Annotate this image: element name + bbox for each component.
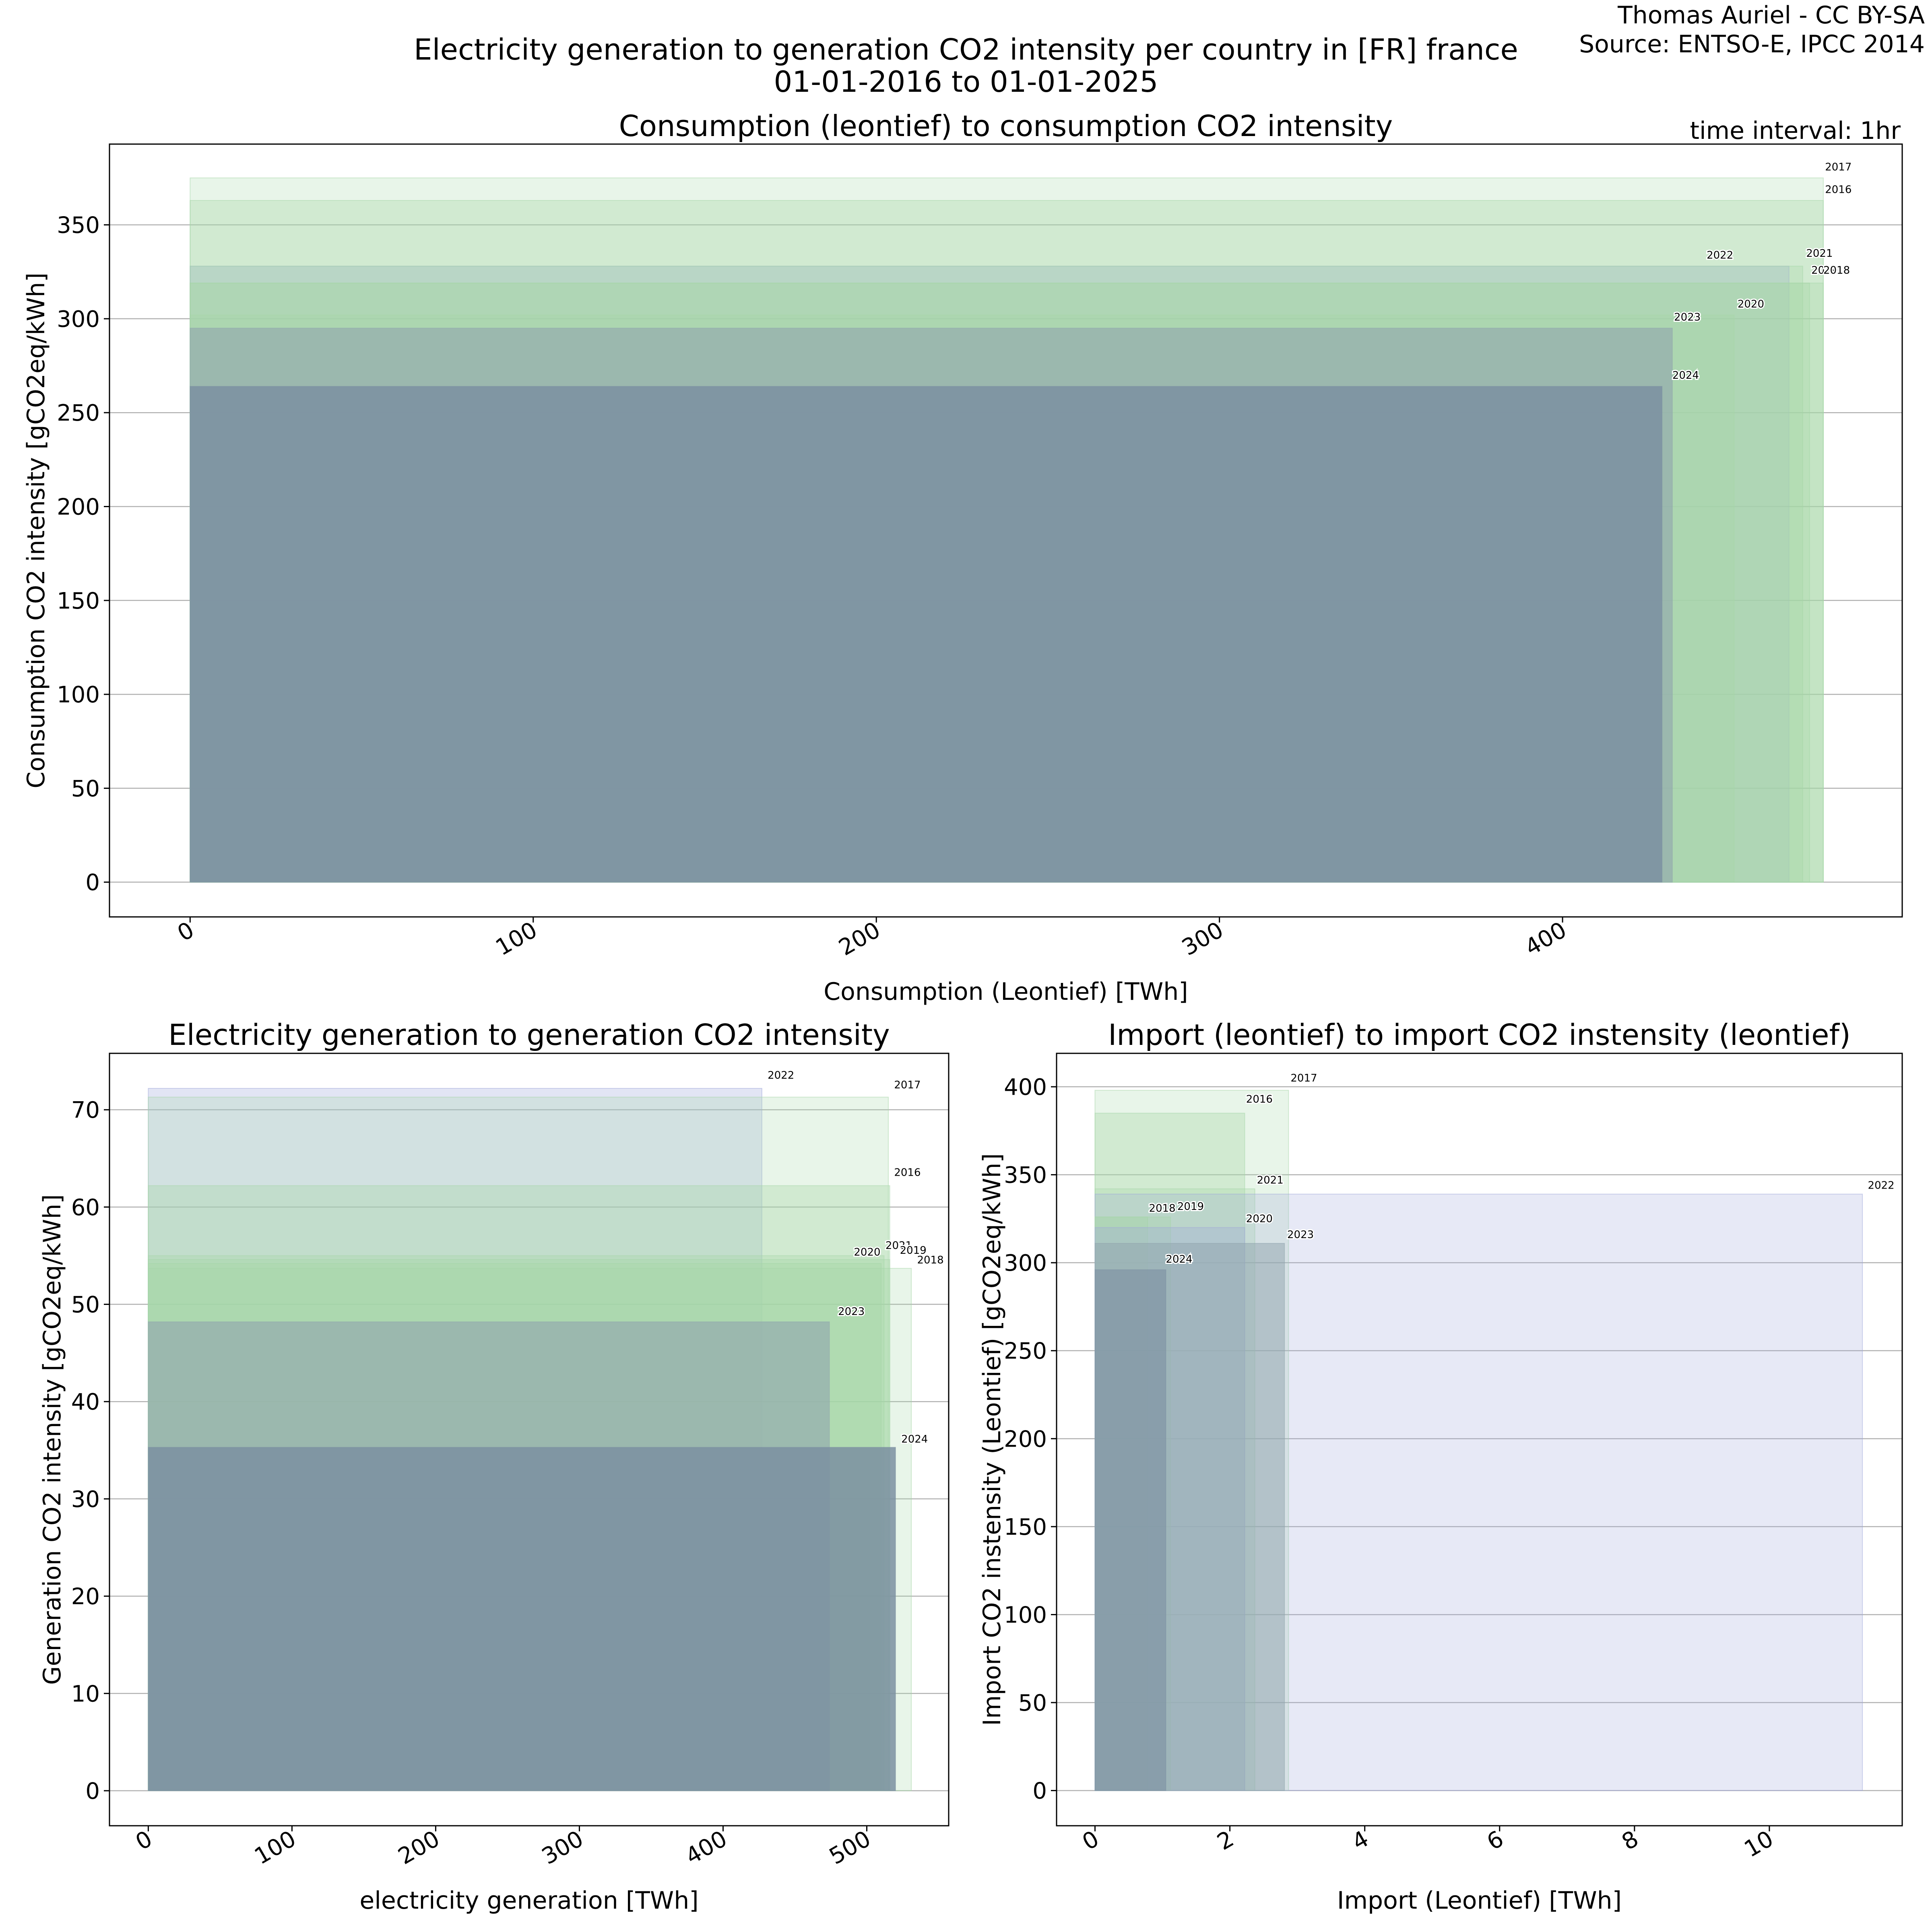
import-ylabel: Import CO2 instensity (Leontief) [gCO2eq… <box>978 1153 1006 1726</box>
figure-title: Electricity generation to generation CO2… <box>414 33 1518 66</box>
consumption-bar-label-2019: 2019 <box>1811 264 1838 277</box>
consumption-xtick-label: 100 <box>491 917 542 961</box>
import-bar-label-2024: 2024 <box>1166 1253 1192 1265</box>
consumption-xtick-label: 300 <box>1178 917 1228 961</box>
consumption-ytick-label: 50 <box>71 776 100 802</box>
import-bar-label-2022: 2022 <box>1868 1180 1895 1192</box>
generation-ytick-label: 0 <box>85 1778 100 1804</box>
import-bar-label-2023: 2023 <box>1287 1229 1314 1241</box>
import-ytick-label: 400 <box>1004 1074 1047 1100</box>
import-ytick-label: 150 <box>1004 1514 1047 1540</box>
consumption-xtick-label: 400 <box>1521 917 1571 961</box>
consumption-bar-label-2024: 2024 <box>1672 369 1699 382</box>
import-xtick-label: 6 <box>1482 1826 1508 1856</box>
import-xtick-label: 4 <box>1348 1826 1373 1856</box>
generation-bar-label-2016: 2016 <box>894 1167 921 1179</box>
consumption-bar-label-2020: 2020 <box>1738 298 1764 310</box>
consumption-xtick-label: 0 <box>173 917 198 947</box>
consumption-xtick-label: 200 <box>834 917 885 961</box>
generation-xtick-label: 200 <box>394 1826 444 1870</box>
consumption-bar-label-2017: 2017 <box>1825 161 1852 173</box>
generation-bar-label-2024: 2024 <box>901 1433 928 1445</box>
consumption-ytick-label: 250 <box>57 400 100 426</box>
generation-bar-label-2022: 2022 <box>768 1069 794 1082</box>
import-bar-label-2018: 2018 <box>1149 1202 1176 1214</box>
consumption-ytick-label: 300 <box>57 306 100 332</box>
figure-date-range: 01-01-2016 to 01-01-2025 <box>774 65 1158 99</box>
import-xtick-label: 0 <box>1078 1826 1103 1856</box>
generation-ytick-label: 10 <box>71 1681 100 1707</box>
generation-ytick-label: 40 <box>71 1389 100 1415</box>
import-axes-frame <box>1056 1053 1903 1827</box>
consumption-ytick-label: 350 <box>57 213 100 239</box>
consumption-ylabel: Consumption CO2 intensity [gCO2eq/kWh] <box>22 272 50 788</box>
consumption-ytick-label: 150 <box>57 588 100 614</box>
time-interval-label: time interval: 1hr <box>1690 117 1901 145</box>
generation-bar-label-2021: 2021 <box>886 1240 912 1252</box>
consumption-xlabel: Consumption (Leontief) [TWh] <box>824 978 1188 1006</box>
consumption-bar-label-2018: 2018 <box>1823 264 1850 277</box>
import-bar-label-2020: 2020 <box>1246 1213 1273 1225</box>
generation-bar-label-2017: 2017 <box>894 1079 921 1091</box>
consumption-bar-label-2023: 2023 <box>1674 312 1701 324</box>
generation-title: Electricity generation to generation CO2… <box>168 1018 890 1052</box>
import-bar-2024 <box>1094 1269 1166 1791</box>
generation-ytick-label: 30 <box>71 1486 100 1513</box>
import-bar-label-2021: 2021 <box>1257 1174 1284 1186</box>
figure-author: Thomas Auriel - CC BY-SA <box>1617 1 1925 29</box>
generation-bar-label-2019: 2019 <box>900 1245 927 1257</box>
generation-xlabel: electricity generation [TWh] <box>359 1887 698 1915</box>
import-bar-label-2019: 2019 <box>1177 1201 1204 1213</box>
import-ytick-label: 0 <box>1032 1778 1047 1804</box>
generation-xtick-label: 300 <box>537 1826 588 1870</box>
consumption-ytick-label: 200 <box>57 494 100 520</box>
generation-ytick-label: 60 <box>71 1195 100 1221</box>
generation-axes-frame <box>109 1053 949 1827</box>
import-bar-label-2017: 2017 <box>1290 1072 1317 1084</box>
import-xtick-label: 2 <box>1213 1826 1238 1856</box>
import-ytick-label: 350 <box>1004 1162 1047 1189</box>
generation-bar-2024 <box>148 1447 896 1791</box>
consumption-bar-2024 <box>190 386 1663 883</box>
import-xtick-label: 10 <box>1740 1826 1778 1863</box>
generation-bar-label-2020: 2020 <box>854 1247 880 1259</box>
figure-source: Source: ENTSO-E, IPCC 2014 <box>1579 30 1925 58</box>
import-ytick-label: 200 <box>1004 1426 1047 1452</box>
generation-ytick-label: 70 <box>71 1097 100 1123</box>
consumption-ytick-label: 0 <box>85 870 100 896</box>
consumption-bar-label-2016: 2016 <box>1825 184 1852 196</box>
generation-xtick-label: 500 <box>825 1826 875 1870</box>
consumption-title: Consumption (leontief) to consumption CO… <box>619 109 1393 143</box>
consumption-bar-label-2022: 2022 <box>1707 250 1733 262</box>
import-ytick-label: 250 <box>1004 1338 1047 1364</box>
generation-xtick-label: 0 <box>131 1826 157 1856</box>
generation-xtick-label: 400 <box>681 1826 731 1870</box>
generation-xtick-label: 100 <box>250 1826 300 1870</box>
consumption-bar-label-2021: 2021 <box>1806 248 1833 260</box>
import-ytick-label: 100 <box>1004 1602 1047 1628</box>
import-bar-label-2016: 2016 <box>1246 1093 1273 1105</box>
import-ytick-label: 50 <box>1018 1690 1047 1716</box>
import-xlabel: Import (Leontief) [TWh] <box>1337 1887 1622 1915</box>
consumption-axes-frame <box>109 143 1903 918</box>
generation-ylabel: Generation CO2 intensity [gCO2eq/kWh] <box>38 1194 66 1685</box>
import-xtick-label: 8 <box>1617 1826 1643 1856</box>
consumption-ytick-label: 100 <box>57 682 100 708</box>
generation-bar-label-2023: 2023 <box>838 1306 865 1318</box>
generation-bar-label-2018: 2018 <box>917 1254 943 1266</box>
import-title: Import (leontief) to import CO2 instensi… <box>1108 1018 1851 1052</box>
import-ytick-label: 300 <box>1004 1250 1047 1276</box>
generation-ytick-label: 50 <box>71 1292 100 1318</box>
generation-ytick-label: 20 <box>71 1584 100 1610</box>
